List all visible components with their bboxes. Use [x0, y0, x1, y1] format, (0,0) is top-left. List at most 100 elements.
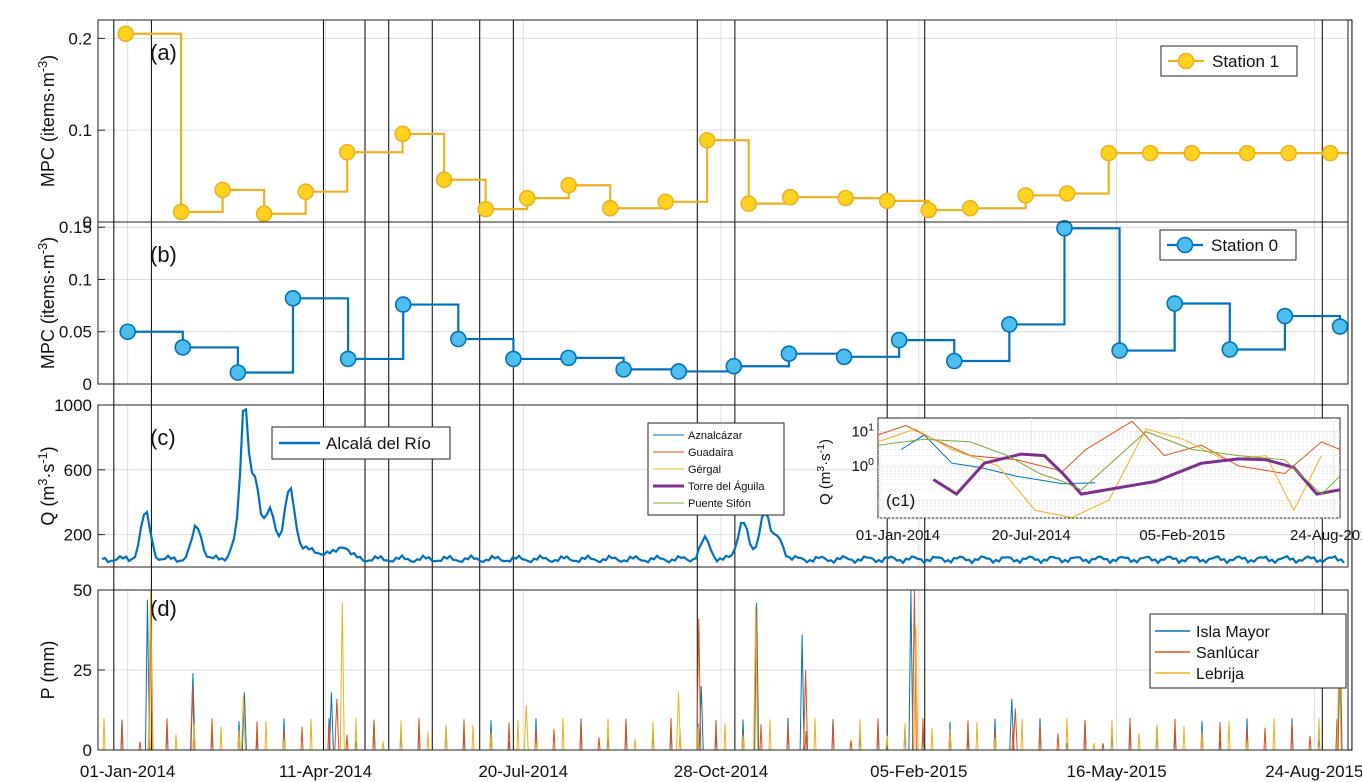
marker-b-0 — [119, 323, 136, 341]
marker-a-27 — [1321, 144, 1339, 162]
superscript: -1 — [815, 444, 827, 453]
marker-a-1 — [172, 203, 190, 221]
ylabel-a: MPC (items·m-3) — [36, 55, 58, 187]
flow-line-alcala — [101, 407, 1345, 565]
marker-b-4 — [339, 350, 357, 368]
inset-ylabel: Q (m3·s-1) — [815, 439, 834, 505]
marker-b-19 — [1166, 295, 1183, 312]
inset-ytick-0: 100 — [851, 456, 874, 475]
marker-b-18 — [1111, 342, 1128, 359]
text-span: 10 — [851, 458, 868, 475]
marker-b-20 — [1221, 341, 1239, 358]
legend-marker-a — [1177, 52, 1195, 70]
text-span: ·s — [38, 464, 58, 479]
xtick-label-4: 05-Feb-2015 — [870, 762, 967, 781]
superscript: 3 — [36, 479, 50, 486]
marker-a-4 — [297, 183, 314, 200]
marker-a-2 — [214, 181, 231, 199]
ytick-label-a-0: 0 — [83, 213, 92, 232]
legend-label-d-2: Lebrija — [1196, 666, 1244, 683]
marker-b-17 — [1056, 219, 1073, 237]
superscript: -3 — [36, 243, 50, 254]
inset-legend-label-1: Guadaira — [688, 447, 734, 459]
superscript: 0 — [868, 456, 874, 468]
legend-label-c: Alcalá del Río — [326, 434, 431, 453]
panel-label-c: (c) — [150, 425, 176, 450]
legend-label-d-0: Isla Mayor — [1196, 624, 1270, 641]
marker-a-13 — [698, 131, 716, 149]
ytick-label-b-3: 0.15 — [59, 218, 92, 237]
marker-a-7 — [435, 171, 453, 189]
inset-c1: Aznalcázar Guadaira Gérgal Torre del Águila… — [647, 417, 1362, 544]
xtick-label-1: 11-Apr-2014 — [279, 762, 372, 781]
tick-labels: 00.10.200.050.10.1520060010000255001-Jan… — [54, 29, 1362, 781]
marker-a-21 — [1058, 185, 1076, 202]
highlight-window-4 — [479, 19, 514, 751]
marker-a-14 — [740, 195, 758, 212]
text-span: 10 — [851, 424, 868, 441]
ytick-label-c-2: 1000 — [54, 396, 92, 415]
text-span: MPC (items·m — [38, 254, 58, 369]
highlight-window-2 — [322, 19, 366, 751]
inset-legend-label-0: Aznalcázar — [688, 430, 743, 442]
ytick-label-b-0: 0 — [83, 375, 92, 394]
marker-b-8 — [560, 349, 577, 367]
marker-b-11 — [725, 357, 743, 375]
superscript: 3 — [815, 466, 827, 472]
legends: Station 1 Station 0 Alcalá del Río Isla May… — [271, 45, 1347, 689]
ytick-label-d-2: 50 — [73, 581, 92, 600]
marker-a-19 — [961, 199, 979, 217]
marker-b-21 — [1276, 307, 1294, 325]
ytick-label-b-2: 0.1 — [68, 270, 92, 289]
xtick-label-2: 20-Jul-2014 — [478, 762, 568, 781]
marker-b-1 — [174, 339, 192, 356]
marker-a-26 — [1280, 144, 1297, 162]
marker-b-6 — [450, 330, 467, 348]
inset-label: (c1) — [886, 491, 915, 510]
ytick-label-b-1: 0.05 — [59, 323, 92, 342]
marker-b-7 — [505, 350, 522, 368]
inset-legend-label-2: Gérgal — [688, 464, 721, 476]
ylabel-d: P (mm) — [38, 641, 58, 700]
ylabel-b: MPC (items·m-3) — [36, 237, 58, 369]
marker-a-9 — [518, 189, 536, 207]
legend-label-a: Station 1 — [1212, 52, 1279, 71]
marker-a-3 — [255, 205, 273, 223]
marker-b-12 — [780, 345, 798, 362]
marker-b-10 — [670, 363, 688, 380]
xtick-label-3: 28-Oct-2014 — [674, 762, 769, 781]
ytick-label-c-1: 600 — [64, 461, 92, 480]
xtick-label-5: 16-May-2015 — [1067, 762, 1167, 781]
text-span: ) — [38, 55, 58, 61]
panel-label-a: (a) — [150, 40, 177, 65]
marker-a-15 — [781, 188, 799, 206]
ytick-label-d-0: 0 — [83, 741, 92, 760]
legend-box-d — [1149, 613, 1347, 689]
panel-label-b: (b) — [150, 242, 177, 267]
panel-labels: (a) MPC (items·m-3) (b) MPC (items·m-3) (c) Q… — [36, 40, 177, 699]
marker-b-9 — [615, 361, 632, 378]
marker-a-5 — [338, 143, 356, 161]
text-span: ) — [38, 237, 58, 243]
marker-b-2 — [229, 364, 247, 381]
marker-a-6 — [394, 125, 411, 143]
text-span: ) — [38, 446, 58, 452]
ytick-label-c-0: 200 — [64, 526, 92, 545]
marker-b-22 — [1331, 318, 1349, 335]
marker-b-14 — [890, 331, 908, 349]
marker-b-5 — [394, 296, 412, 313]
text-span: Q (m — [38, 486, 58, 526]
inset-series-4 — [877, 431, 1341, 495]
ytick-label-a-2: 0.2 — [68, 29, 92, 48]
marker-a-25 — [1238, 144, 1256, 162]
text-span: Q (m — [817, 472, 834, 505]
marker-a-12 — [657, 193, 674, 211]
inset-xtick-3: 24-Aug-2015 — [1290, 527, 1362, 544]
inset-series-1 — [877, 420, 1341, 475]
text-span: ) — [817, 439, 834, 444]
ytick-label-a-1: 0.1 — [68, 121, 92, 140]
marker-a-17 — [878, 192, 896, 210]
superscript: -1 — [36, 452, 50, 463]
inset-xtick-0: 01-Jan-2014 — [856, 527, 940, 544]
